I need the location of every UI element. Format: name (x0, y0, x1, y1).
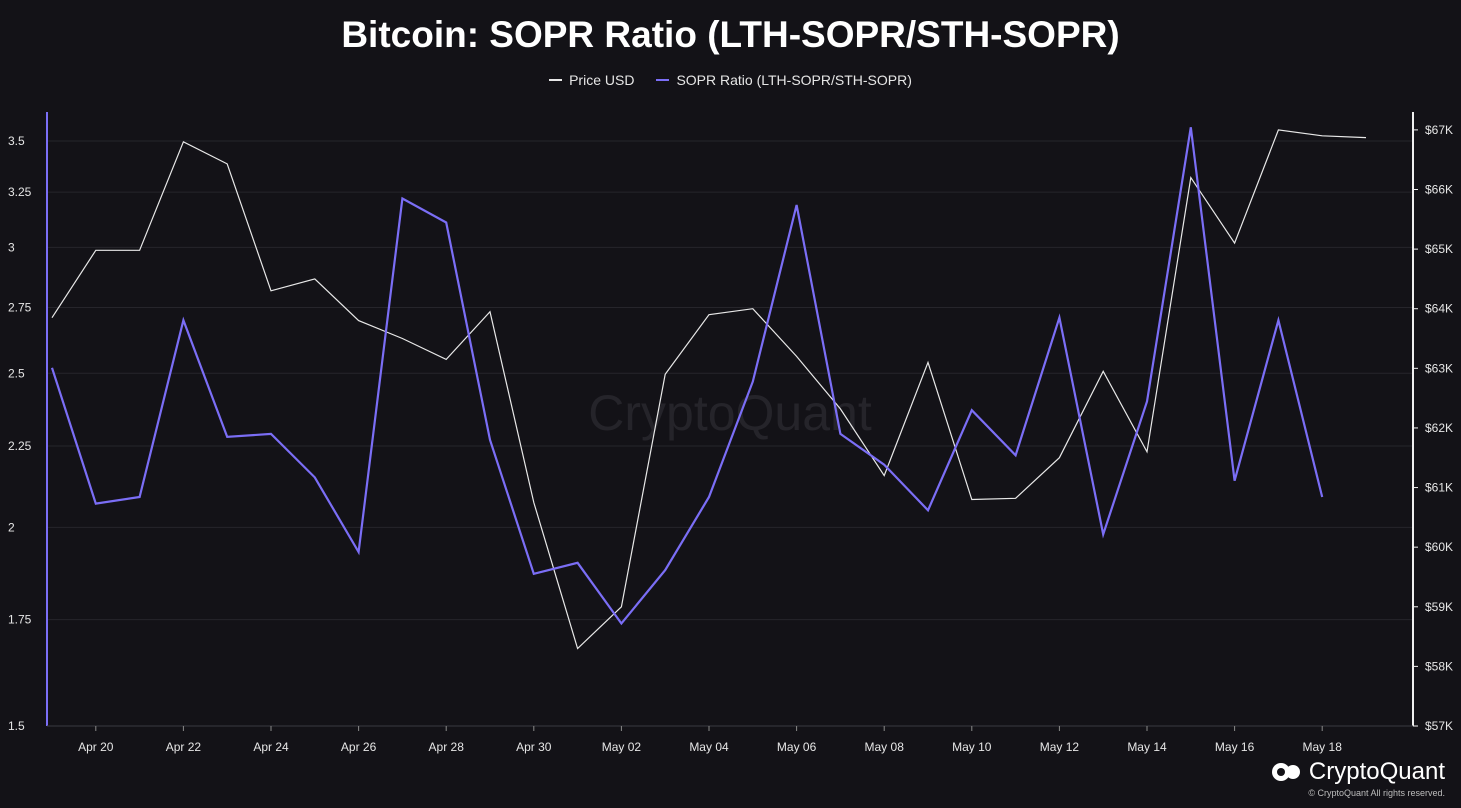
brand-logo: CryptoQuant (1271, 758, 1445, 786)
legend-item-price[interactable]: Price USD (549, 72, 634, 88)
x-tick-label: Apr 28 (429, 740, 465, 754)
x-tick-label: May 08 (865, 740, 905, 754)
x-tick-label: May 18 (1303, 740, 1343, 754)
x-tick-label: May 04 (689, 740, 729, 754)
right-tick-label: $66K (1425, 182, 1453, 196)
series-lines (50, 127, 1367, 650)
chart-title: Bitcoin: SOPR Ratio (LTH-SOPR/STH-SOPR) (341, 14, 1120, 55)
legend-swatch-price (549, 79, 563, 81)
left-tick-label: 2 (8, 520, 15, 534)
x-tick-label: Apr 24 (253, 740, 289, 754)
sopr-ratio-line (50, 127, 1324, 626)
legend-label-price: Price USD (569, 72, 635, 88)
right-tick-label: $61K (1425, 481, 1453, 495)
copyright-text: © CryptoQuant All rights reserved. (1308, 788, 1445, 798)
legend-item-sopr[interactable]: SOPR Ratio (LTH-SOPR/STH-SOPR) (656, 72, 912, 88)
x-tick-label: May 06 (777, 740, 817, 754)
left-tick-label: 3.5 (8, 134, 25, 148)
left-axis-ticks: 1.5 1.75 2 2.25 2.5 2.75 3 3.25 3.5 (8, 134, 32, 733)
right-tick-label: $60K (1425, 540, 1453, 554)
left-tick-label: 3 (8, 240, 15, 254)
left-tick-label: 2.75 (8, 300, 32, 314)
right-axis-ticks: $57K $58K $59K $60K $61K $62K $63K $64K $65K $66K… (1413, 123, 1453, 733)
right-tick-label: $64K (1425, 302, 1453, 316)
x-tick-label: May 10 (952, 740, 992, 754)
x-tick-label: May 14 (1127, 740, 1167, 754)
legend-swatch-sopr (656, 79, 670, 81)
right-tick-label: $65K (1425, 242, 1453, 256)
legend-label-sopr: SOPR Ratio (LTH-SOPR/STH-SOPR) (676, 72, 912, 88)
x-tick-label: Apr 22 (166, 740, 202, 754)
x-tick-label: Apr 30 (516, 740, 552, 754)
x-tick-label: May 02 (602, 740, 642, 754)
x-tick-label: Apr 26 (341, 740, 377, 754)
axes (46, 112, 1414, 727)
x-tick-label: May 16 (1215, 740, 1255, 754)
right-tick-label: $67K (1425, 123, 1453, 137)
x-tick-label: May 12 (1040, 740, 1080, 754)
x-tick-label: Apr 20 (78, 740, 114, 754)
right-tick-label: $59K (1425, 600, 1453, 614)
left-tick-label: 3.25 (8, 185, 32, 199)
cryptoquant-logo-icon (1271, 763, 1300, 781)
left-tick-label: 1.75 (8, 613, 32, 627)
right-tick-label: $63K (1425, 361, 1453, 375)
watermark: CryptoQuant (588, 385, 872, 441)
right-tick-label: $58K (1425, 659, 1453, 673)
brand-name: CryptoQuant (1308, 758, 1445, 785)
right-tick-label: $57K (1425, 719, 1453, 733)
legend: Price USD SOPR Ratio (LTH-SOPR/STH-SOPR) (0, 72, 1461, 88)
x-axis-ticks: Apr 20 Apr 22 Apr 24 Apr 26 Apr 28 Apr 30 May … (78, 726, 1342, 754)
left-tick-label: 1.5 (8, 719, 25, 733)
right-tick-label: $62K (1425, 421, 1453, 435)
gridlines (47, 140, 1413, 727)
left-tick-label: 2.25 (8, 439, 32, 453)
left-tick-label: 2.5 (8, 366, 25, 380)
price-usd-line (51, 129, 1367, 650)
